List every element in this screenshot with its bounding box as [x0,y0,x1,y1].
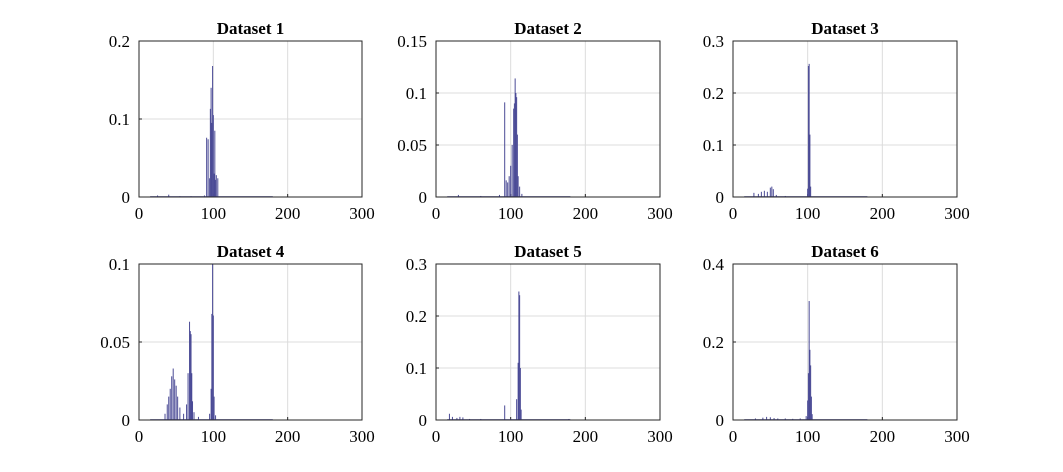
y-tick-label: 0 [122,188,131,207]
y-tick-label: 0.1 [109,110,130,129]
panel-title: Dataset 5 [514,242,582,261]
x-tick-label: 100 [795,427,821,446]
y-tick-label: 0.1 [406,84,427,103]
x-tick-label: 300 [944,204,970,223]
panel-5: 0 100 200 300 0 0.1 0.2 0.3 Dataset 5 [406,242,673,446]
panel-3: 0 100 200 300 0 0.1 0.2 0.3 Dataset 3 [703,19,970,223]
x-tick-label: 200 [275,427,301,446]
x-tick-label: 200 [275,204,301,223]
panel-title: Dataset 3 [811,19,879,38]
x-tick-label: 200 [573,427,599,446]
y-tick-label: 0.1 [109,255,130,274]
y-tick-label: 0.05 [397,136,427,155]
panel-6: 0 100 200 300 0 0.2 0.4 Dataset 6 [703,242,970,446]
panel-title: Dataset 6 [811,242,879,261]
x-tick-label: 0 [135,204,144,223]
x-tick-label: 300 [647,204,673,223]
series-spikes [744,63,868,197]
y-tick-label: 0.3 [406,255,427,274]
x-tick-label: 300 [349,204,375,223]
y-tick-label: 0.1 [406,359,427,378]
axes-frame [138,40,363,198]
x-tick-label: 0 [432,427,441,446]
x-tick-label: 100 [498,427,524,446]
y-tick-label: 0.4 [703,255,725,274]
panel-1: 0 100 200 300 0 0.1 0.2 Dataset 1 [109,19,375,223]
axes-frame [435,263,661,421]
y-tick-label: 0.2 [406,307,427,326]
x-tick-label: 0 [729,204,738,223]
y-tick-label: 0.2 [703,84,724,103]
panel-title: Dataset 2 [514,19,582,38]
y-tick-label: 0 [419,188,428,207]
series-spikes [447,78,571,197]
x-tick-label: 100 [201,204,227,223]
x-tick-label: 300 [647,427,673,446]
axes-frame [732,263,958,421]
y-tick-label: 0.2 [703,333,724,352]
y-tick-label: 0.15 [397,32,427,51]
axes-frame [138,263,363,421]
series-spikes [150,65,273,197]
x-tick-label: 100 [201,427,227,446]
x-tick-label: 300 [944,427,970,446]
panel-2: 0 100 200 300 0 0.05 0.1 0.15 Dataset 2 [397,19,673,223]
y-tick-label: 0.3 [703,32,724,51]
x-tick-label: 200 [870,204,896,223]
x-tick-label: 0 [135,427,144,446]
series-spikes [744,301,868,420]
x-tick-label: 300 [349,427,375,446]
y-tick-label: 0 [419,411,428,430]
x-tick-label: 0 [729,427,738,446]
panel-title: Dataset 4 [217,242,285,261]
y-tick-label: 0 [122,411,131,430]
panel-title: Dataset 1 [217,19,285,38]
x-tick-label: 100 [795,204,821,223]
y-tick-label: 0.2 [109,32,130,51]
axes-frame [732,40,958,198]
axes-frame [435,40,661,198]
x-tick-label: 200 [870,427,896,446]
x-tick-label: 200 [573,204,599,223]
series-spikes [447,291,571,420]
panel-4: 0 100 200 300 0 0.05 0.1 Dataset 4 [100,242,375,446]
y-tick-label: 0.1 [703,136,724,155]
y-tick-label: 0 [716,188,725,207]
y-tick-label: 0 [716,411,725,430]
x-tick-label: 100 [498,204,524,223]
y-tick-label: 0.05 [100,333,130,352]
x-tick-label: 0 [432,204,441,223]
